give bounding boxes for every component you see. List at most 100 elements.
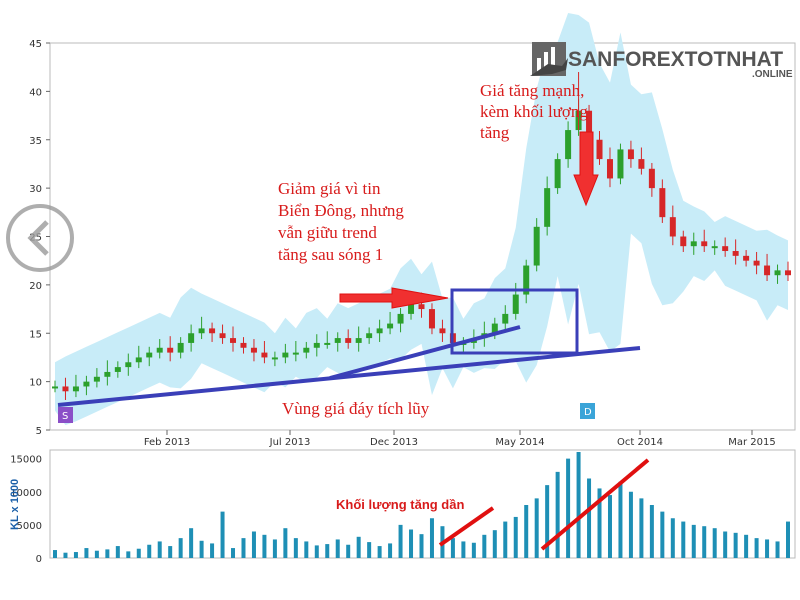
candle-body (261, 352, 268, 358)
candle-body (198, 328, 205, 334)
x-tick-label: Mar 2015 (728, 437, 776, 448)
volume-bar (545, 485, 550, 558)
volume-bar (660, 511, 665, 558)
volume-bar (744, 534, 749, 558)
volume-bar (325, 544, 330, 558)
candle-body (606, 159, 613, 179)
volume-bar (754, 538, 759, 558)
consolidation-box (450, 288, 579, 355)
volume-axis-label: KL x 1000 (9, 479, 21, 530)
volume-bar (628, 491, 633, 558)
volume-bar (304, 541, 309, 558)
candle-body (313, 342, 320, 348)
volume-bar (231, 548, 236, 558)
volume-bar (94, 550, 99, 558)
volume-bar (765, 539, 770, 558)
volume-bar (702, 526, 707, 558)
candle-body (250, 347, 257, 353)
candle-body (743, 255, 750, 261)
volume-trend-1 (438, 506, 495, 547)
volume-bar (419, 534, 424, 558)
candle-body (439, 328, 446, 334)
volume-bar (178, 538, 183, 558)
marker-d: D (580, 403, 595, 419)
volume-bar (220, 511, 225, 558)
chevron-left-icon (27, 220, 49, 256)
back-button[interactable] (6, 204, 74, 272)
candle-body (282, 352, 289, 358)
volume-tick-label: 10000 (10, 488, 42, 499)
candle-body (753, 260, 760, 266)
candle-body (523, 265, 530, 295)
candle-body (648, 168, 655, 189)
volume-bar (670, 518, 675, 558)
candle-body (774, 270, 781, 276)
down-arrow (573, 131, 599, 207)
svg-text:SANFOREXTOTNHAT: SANFOREXTOTNHAT (568, 48, 783, 71)
x-axis: Feb 2013 Jul 2013 Dec 2013 May 2014 Oct 2014… (144, 430, 776, 448)
annotation-bottom-zone: Vùng giá đáy tích lũy (282, 399, 430, 418)
volume-bar (555, 471, 560, 558)
svg-text:.ONLINE: .ONLINE (752, 69, 793, 80)
volume-bar (199, 540, 204, 558)
volume-bar (73, 552, 78, 558)
volume-trend-2 (540, 458, 650, 551)
volume-bar (63, 552, 68, 558)
volume-bar (293, 538, 298, 558)
candle-body (93, 376, 100, 382)
x-tick-label: Dec 2013 (370, 437, 418, 448)
volume-bar (346, 544, 351, 558)
price-tick-label: 20 (29, 281, 42, 292)
candle-body (533, 226, 540, 266)
candle-body (177, 342, 184, 353)
volume-bar (524, 505, 529, 558)
volume-bar (566, 458, 571, 558)
volume-axis: 0 5000 10000 15000 (10, 455, 42, 565)
volume-bar (733, 532, 738, 558)
candle-body (376, 328, 383, 334)
volume-bar (639, 498, 644, 558)
volume-bar (513, 516, 518, 558)
x-tick-label: Feb 2013 (144, 437, 190, 448)
price-tick-label: 35 (29, 136, 42, 147)
x-tick-label: Oct 2014 (617, 437, 663, 448)
volume-bar (398, 524, 403, 558)
svg-text:D: D (584, 407, 592, 418)
volume-bar (367, 542, 372, 558)
bollinger-band (55, 13, 788, 426)
candle-body (83, 381, 90, 387)
volume-bar (503, 521, 508, 558)
annotation-drop-1: Giảm giá vì tin (278, 179, 381, 198)
volume-bar (450, 538, 455, 558)
candle-body (565, 130, 572, 160)
volume-bar (482, 534, 487, 558)
right-arrow (339, 287, 449, 309)
x-tick-label: Jul 2013 (269, 437, 311, 448)
candle-body (292, 352, 299, 355)
volume-bar (429, 518, 434, 558)
volume-bar (157, 541, 162, 558)
volume-bar (691, 524, 696, 558)
candle-body (586, 110, 593, 140)
candle-body (104, 371, 111, 377)
candle-body (659, 188, 666, 218)
volume-bar (105, 549, 110, 558)
volume-bar (461, 541, 466, 558)
volume-bar (335, 539, 340, 558)
candle-body (366, 333, 373, 339)
candle-body (230, 338, 237, 343)
candle-body (355, 338, 362, 343)
candle-body (324, 342, 331, 345)
volume-bar (136, 548, 141, 558)
volume-bar (84, 548, 89, 558)
candle-body (418, 304, 425, 310)
volume-bar (534, 498, 539, 558)
candle-body (62, 386, 69, 392)
volume-bar (471, 542, 476, 558)
candle-body (512, 294, 519, 314)
candle-body (617, 149, 624, 179)
candle-body (72, 386, 79, 392)
candle-body (680, 236, 687, 247)
annotation-rise-3: tăng (480, 123, 510, 142)
candle-body (219, 333, 226, 339)
